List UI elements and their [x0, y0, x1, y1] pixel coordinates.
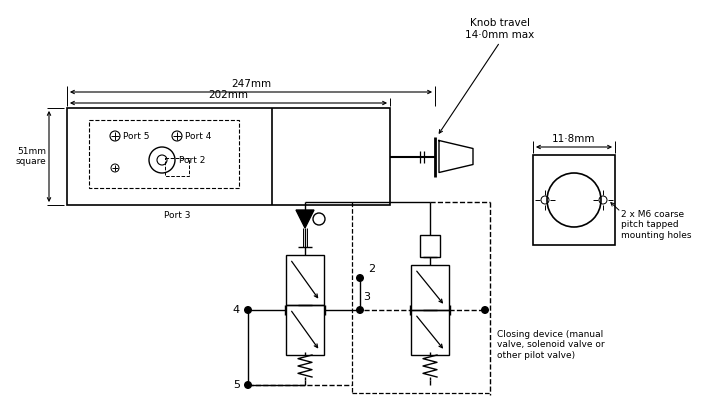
Circle shape [356, 274, 364, 282]
Bar [286, 305, 324, 355]
Bar [533, 155, 615, 245]
Circle shape [481, 306, 489, 314]
Text: 4: 4 [233, 305, 240, 315]
Text: Knob travel
14·0mm max: Knob travel 14·0mm max [465, 18, 534, 39]
Bar [411, 265, 449, 310]
Circle shape [244, 381, 252, 389]
Circle shape [356, 306, 364, 314]
Text: 11·8mm: 11·8mm [552, 134, 596, 144]
Polygon shape [439, 141, 473, 173]
Bar [420, 235, 440, 257]
Text: 247mm: 247mm [231, 79, 271, 89]
Text: 202mm: 202mm [208, 90, 249, 100]
Text: Port 5: Port 5 [123, 132, 149, 141]
Text: 3: 3 [363, 292, 370, 302]
Text: 2 x M6 coarse
pitch tapped
mounting holes: 2 x M6 coarse pitch tapped mounting hole… [621, 210, 691, 240]
Text: Closing device (manual
valve, solenoid valve or
other pilot valve): Closing device (manual valve, solenoid v… [497, 330, 605, 360]
Bar [89, 120, 239, 188]
Text: Port 3: Port 3 [164, 211, 190, 220]
Polygon shape [296, 210, 314, 228]
Text: Port 4: Port 4 [185, 132, 211, 141]
Text: 5: 5 [233, 380, 240, 390]
Bar [165, 158, 189, 176]
Bar [411, 310, 449, 355]
Bar [67, 108, 390, 205]
Text: Port 2: Port 2 [179, 156, 206, 164]
Text: 2: 2 [368, 264, 375, 274]
Circle shape [244, 306, 252, 314]
Bar [286, 255, 324, 305]
Text: 51mm
square: 51mm square [15, 147, 46, 166]
